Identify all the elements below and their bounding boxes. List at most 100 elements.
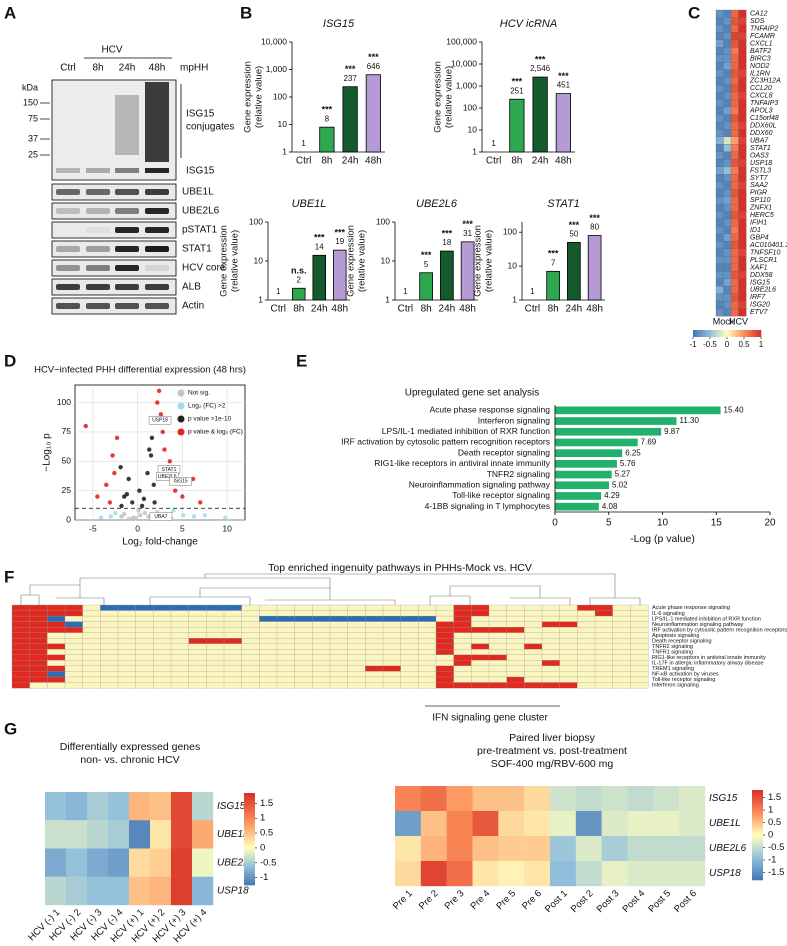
heatmap-cell	[715, 203, 724, 212]
heatmap-cell	[418, 626, 437, 634]
colorbar-slice	[752, 826, 763, 829]
heatmap-cell	[312, 632, 331, 639]
heatmap-cell	[241, 671, 260, 678]
blot-band	[145, 265, 169, 271]
colorbar-slice	[745, 330, 748, 337]
heatmap-cell	[241, 649, 260, 656]
heatmap-cell	[488, 682, 508, 689]
heatmap-cell	[400, 649, 419, 656]
heatmap-cell	[730, 188, 739, 197]
row-label: GBP4	[750, 234, 769, 241]
row-label: TNFSF10	[750, 249, 780, 256]
heatmap-cell	[594, 632, 614, 639]
heatmap-cell	[612, 615, 631, 622]
heatmap-cell	[418, 654, 437, 661]
heatmap-cell	[541, 626, 561, 634]
heatmap-cell	[87, 876, 109, 906]
heatmap-cell	[723, 54, 732, 63]
colorbar-slice	[715, 330, 718, 337]
chart-title: non- vs. chronic HCV	[80, 754, 179, 766]
heatmap-cell	[117, 649, 137, 656]
category-label: 8h	[548, 304, 559, 315]
y-tick-label: 100	[57, 397, 71, 407]
x-axis-label: -Log (p value)	[630, 533, 695, 545]
heatmap-cell	[64, 671, 84, 678]
blot-band	[56, 168, 80, 173]
heatmap-cell	[524, 649, 543, 656]
point	[155, 400, 160, 405]
point	[173, 488, 178, 493]
heatmap-cell	[723, 99, 732, 108]
heatmap-cell	[400, 638, 419, 645]
heatmap-cell	[715, 129, 724, 138]
heatmap-cell	[259, 654, 278, 661]
heatmap-cell	[11, 671, 31, 678]
heatmap-cell	[524, 604, 543, 611]
heatmap-cell	[87, 820, 109, 849]
heatmap-cell	[715, 285, 724, 294]
heatmap-cell	[594, 621, 614, 628]
heatmap-cell	[294, 671, 313, 678]
heatmap-cell	[400, 604, 419, 611]
heatmap-cell	[435, 649, 455, 656]
heatmap-cell	[594, 604, 614, 611]
category-label: IRF activation by cytosolic pattern reco…	[341, 437, 550, 447]
heatmap-cell	[329, 610, 349, 617]
colorbar-slice	[244, 793, 255, 796]
row-label: Toll-like receptor signaling	[652, 677, 715, 683]
colorbar-label: 0.5	[738, 340, 750, 349]
colorbar-slice	[708, 330, 711, 337]
heatmap-cell	[400, 676, 419, 683]
heatmap-cell	[395, 811, 422, 837]
row-label: UBE2L6	[750, 287, 776, 294]
value-label: 5.76	[620, 459, 636, 468]
heatmap-cell	[488, 621, 508, 628]
blot-label: STAT1	[182, 244, 212, 255]
heatmap-cell	[524, 665, 543, 672]
heatmap-cell	[715, 174, 724, 183]
heatmap-cell	[64, 632, 84, 639]
heatmap-cell	[738, 84, 747, 93]
colorbar-slice	[699, 330, 702, 337]
point	[107, 500, 113, 505]
row-label: UBE1L	[217, 829, 249, 840]
heatmap-cell	[577, 626, 596, 634]
point	[181, 513, 186, 518]
heatmap-cell	[738, 9, 747, 18]
heatmap-cell	[329, 643, 349, 650]
significance: ***	[322, 105, 333, 115]
heatmap-cell	[241, 621, 260, 628]
colorbar-slice	[752, 805, 763, 809]
row-label: ISG15	[217, 801, 246, 812]
y-axis-label: (relative value)	[357, 230, 368, 292]
heatmap-cell	[498, 811, 525, 837]
value-label: 2,546	[530, 64, 551, 73]
row-label: Apoptosis signaling	[652, 633, 699, 639]
annotation: STAT1	[162, 467, 177, 473]
y-axis-label: Gene expression	[219, 225, 230, 297]
heatmap-cell	[435, 615, 455, 622]
heatmap-cell	[723, 248, 732, 257]
heatmap-cell	[435, 660, 455, 667]
heatmap-cell	[435, 682, 455, 689]
row-label: SDS	[750, 18, 765, 25]
heatmap-cell	[241, 665, 260, 672]
heatmap-cell	[575, 786, 602, 812]
heatmap-cell	[653, 836, 680, 862]
heatmap-cell	[206, 676, 225, 683]
heatmap-cell	[312, 682, 331, 689]
heatmap-cell	[329, 604, 349, 611]
heatmap-cell	[382, 626, 402, 634]
point	[167, 459, 173, 464]
colorbar-slice	[244, 825, 255, 828]
heatmap-cell	[329, 638, 349, 645]
heatmap-cell	[453, 671, 472, 678]
heatmap-cell	[365, 638, 384, 645]
heatmap-cell	[29, 676, 48, 683]
point	[162, 447, 167, 452]
heatmap-cell	[738, 174, 747, 183]
colorbar-slice	[752, 794, 763, 798]
heatmap-cell	[11, 632, 31, 639]
heatmap-cell	[241, 660, 260, 667]
significance: ***	[442, 228, 453, 238]
